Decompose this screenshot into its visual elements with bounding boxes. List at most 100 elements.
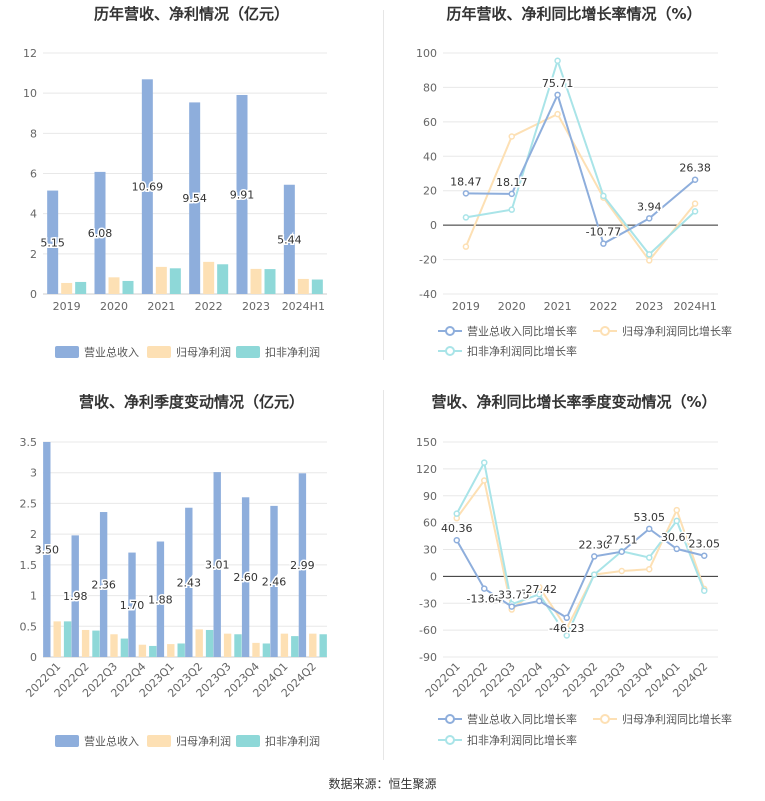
series-point (701, 552, 708, 559)
series-point (508, 133, 515, 140)
bar-net-profit (223, 633, 232, 657)
x-tick-label: 2019 (452, 300, 480, 313)
point-value-label: 18.17 (496, 176, 528, 189)
bar-value-label: 6.08 (88, 227, 113, 240)
bar-deducted-profit (205, 629, 214, 657)
y-tick-label: 2 (30, 528, 37, 541)
y-tick-label: 2.5 (20, 497, 38, 510)
legend-swatch (55, 735, 79, 747)
series-line (465, 92, 696, 246)
series-point (701, 587, 708, 594)
bar-revenue (213, 472, 221, 657)
y-tick-label: 2 (30, 248, 37, 261)
y-tick-label: 1 (30, 590, 37, 603)
bar-deducted-profit (264, 269, 276, 294)
chart-title: 历年营收、净利同比增长率情况（%） (446, 5, 702, 23)
point-value-label: 3.94 (637, 200, 662, 213)
bar-value-label: 2.43 (177, 576, 202, 589)
bar-revenue (185, 507, 193, 657)
y-tick-label: 0 (30, 288, 37, 301)
series-point (453, 536, 460, 544)
series-point (481, 585, 488, 592)
bar-net-profit (81, 629, 90, 657)
x-tick-label: 2024H1 (282, 300, 325, 313)
y-tick-label: 4 (30, 208, 37, 221)
bar-deducted-profit (177, 643, 185, 657)
point-value-label: -10.77 (586, 226, 621, 239)
quarterly-growth-rate-plot: -90-60-3003060901201502022Q12022Q22022Q3… (416, 436, 732, 747)
y-tick-label: 40 (423, 150, 437, 163)
chart-title: 历年营收、净利情况（亿元） (93, 5, 289, 23)
series-point (646, 215, 653, 222)
y-tick-label: 60 (423, 116, 437, 129)
bar-net-profit (167, 644, 175, 657)
legend-swatch-marker (445, 714, 455, 724)
point-value-label: 26.38 (679, 162, 711, 175)
bar-revenue (241, 497, 250, 657)
series-point (462, 243, 470, 250)
legend-swatch (55, 346, 79, 358)
annual-revenue-profit-chart: 历年营收、净利情况（亿元） 0 2 4 6 8 10 12 2019 2020 2021 2022 2… (0, 0, 383, 380)
point-value-label: -13.64 (467, 593, 502, 606)
legend-label: 归母净利润 (176, 345, 231, 359)
series-point (508, 206, 515, 213)
series-point (462, 190, 470, 197)
series-point (563, 614, 570, 622)
bar-net-profit (297, 278, 309, 294)
bar-net-profit (280, 633, 289, 657)
series-point (691, 176, 699, 183)
bar-value-label: 2.99 (290, 559, 315, 572)
bar-value-label: 3.01 (205, 559, 230, 572)
point-value-label: 40.36 (441, 522, 473, 535)
legend-label: 营业总收入同比增长率 (467, 712, 577, 726)
bar-net-profit (108, 277, 120, 294)
legend-label: 扣非净利润同比增长率 (467, 344, 577, 358)
bar-value-label: 9.54 (182, 192, 207, 205)
y-tick-label: 150 (416, 436, 437, 449)
bar-revenue (47, 190, 59, 294)
y-tick-label: 60 (423, 517, 437, 530)
series-point (591, 571, 598, 578)
point-value-label: -27.42 (522, 583, 557, 596)
bar-deducted-profit (63, 621, 72, 657)
series-point (646, 251, 653, 258)
bar-value-label: 2.36 (91, 579, 116, 592)
bar-net-profit (309, 633, 317, 657)
bar-net-profit (155, 266, 167, 294)
bar-deducted-profit (262, 643, 271, 657)
legend-swatch-marker (445, 346, 455, 356)
chart-title: 营收、净利季度变动情况（亿元） (78, 393, 304, 411)
y-tick-label: 100 (416, 47, 437, 60)
y-tick-label: 120 (416, 463, 437, 476)
series-point (536, 597, 543, 605)
legend-swatch (147, 346, 171, 358)
series-point (691, 208, 699, 215)
bar-net-profit (138, 644, 147, 657)
point-value-label: 18.47 (450, 175, 482, 188)
quarterly-revenue-profit-plot: 00.511.522.533.52022Q12022Q22022Q32022Q4… (20, 436, 327, 748)
point-value-label: -46.23 (549, 622, 584, 635)
y-tick-label: 12 (23, 47, 37, 60)
y-tick-label: -40 (419, 288, 437, 301)
legend-swatch-marker (600, 326, 610, 336)
x-tick-label: 2024H1 (673, 300, 716, 313)
bar-deducted-profit (217, 264, 229, 294)
x-tick-label: 2020 (100, 300, 128, 313)
series-point (646, 554, 653, 561)
bar-revenue (298, 473, 307, 657)
y-tick-label: 0 (430, 219, 437, 232)
point-value-label: 22.30 (579, 538, 611, 551)
x-tick-label: 2021 (544, 300, 572, 313)
series-point (673, 517, 680, 525)
series-point (618, 548, 625, 555)
bar-net-profit (252, 642, 260, 657)
quarterly-growth-rate-chart: 营收、净利同比增长率季度变动情况（%） -90 -60 -30 0 30 60 90 120 1… (383, 388, 765, 773)
series-point (646, 525, 653, 533)
bar-net-profit (195, 629, 203, 657)
y-tick-label: 90 (423, 490, 437, 503)
bar-revenue (236, 94, 248, 294)
bar-value-label: 3.50 (35, 544, 60, 557)
bar-deducted-profit (319, 634, 327, 657)
point-value-label: 23.05 (689, 538, 721, 551)
y-tick-label: 0.5 (20, 620, 38, 633)
